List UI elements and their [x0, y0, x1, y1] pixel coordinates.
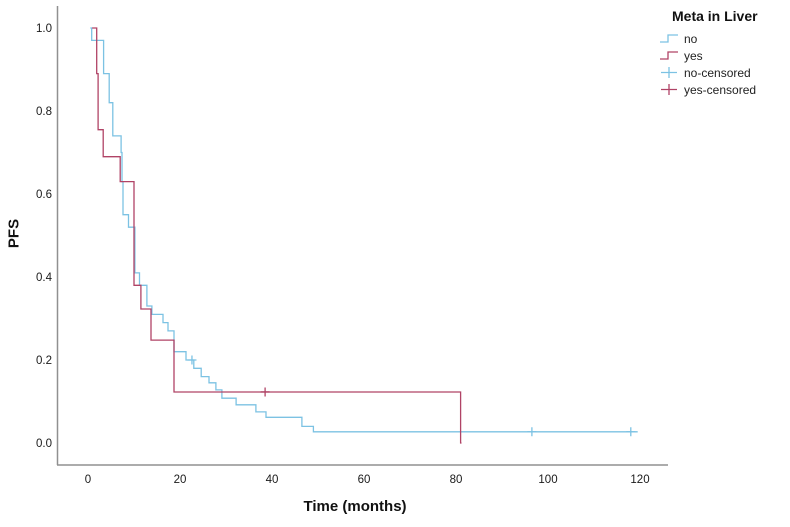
x-tick-label: 20: [174, 474, 187, 486]
x-tick-label: 80: [450, 474, 463, 486]
series-yes-line: [92, 27, 462, 444]
legend-item-label: no-censored: [684, 65, 751, 80]
y-tick-label: 0.6: [36, 189, 52, 201]
y-tick-label: 1.0: [36, 23, 52, 35]
yes-censored-marker: [260, 387, 270, 397]
legend-item-label: no: [684, 31, 698, 46]
x-tick-label: 100: [538, 474, 557, 486]
y-tick-label: 0.8: [36, 106, 52, 118]
legend-item-label: yes-censored: [684, 82, 757, 97]
x-tick-label: 40: [266, 474, 279, 486]
legend-item-no: no: [658, 30, 788, 47]
y-tick-label: 0.2: [36, 355, 52, 367]
x-tick-label: 0: [85, 474, 91, 486]
yes-censored-swatch-icon: [661, 84, 677, 95]
x-tick-label: 120: [630, 474, 649, 486]
legend: Meta in Liver no yes no-censored yes-cen…: [658, 8, 788, 98]
legend-title: Meta in Liver: [672, 8, 758, 24]
no-censored-marker: [527, 427, 537, 437]
x-axis-title: Time (months): [303, 498, 407, 515]
legend-item-yes: yes: [658, 47, 788, 64]
legend-item-no-censored: no-censored: [658, 64, 788, 81]
y-tick-label: 0.4: [36, 272, 53, 284]
legend-item-yes-censored: yes-censored: [658, 81, 788, 98]
no-censored-marker: [187, 355, 197, 365]
x-tick-label: 60: [358, 474, 371, 486]
y-tick-label: 0.0: [36, 438, 52, 450]
legend-item-label: yes: [684, 48, 703, 63]
series-no-line: [90, 27, 638, 433]
no-series-swatch-icon: [660, 34, 678, 43]
no-censored-swatch-icon: [661, 67, 677, 78]
no-censored-marker: [626, 427, 636, 437]
yes-series-swatch-icon: [660, 51, 678, 60]
y-axis-title: PFS: [5, 218, 23, 249]
